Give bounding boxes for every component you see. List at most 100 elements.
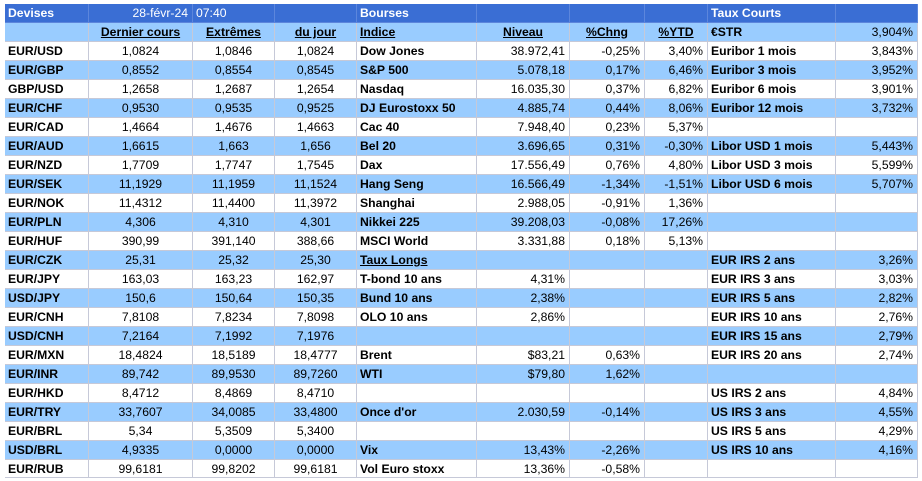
index-change: -0,25%: [570, 42, 645, 61]
index-ytd: 8,06%: [645, 99, 708, 118]
last-rate: 1,4664: [89, 118, 193, 137]
day-high: 391,140: [193, 232, 275, 251]
last-rate: 163,03: [89, 270, 193, 289]
index-ytd: -1,51%: [645, 175, 708, 194]
currency-pair: GBP/USD: [5, 80, 89, 99]
currency-pair: EUR/CAD: [5, 118, 89, 137]
index-change: [570, 270, 645, 289]
day-high: 1,4676: [193, 118, 275, 137]
last-rate: 1,6615: [89, 137, 193, 156]
currency-pair: EUR/SEK: [5, 175, 89, 194]
currency-pair: EUR/RUB: [5, 460, 89, 478]
last-rate: 7,8108: [89, 308, 193, 327]
date-label: 28-févr-24: [89, 4, 193, 23]
bourses-title: Bourses: [357, 4, 477, 23]
index-ytd: [645, 365, 708, 384]
last-rate: 5,34: [89, 422, 193, 441]
index-name: Vix: [357, 441, 477, 460]
index-name: Cac 40: [357, 118, 477, 137]
market-rates-table: Devises 28-févr-24 07:40 Bourses Taux Courts…: [5, 4, 918, 478]
index-level: 16.566,49: [477, 175, 570, 194]
day-low: 4,301: [275, 213, 357, 232]
rate-name: Libor USD 6 mois: [708, 175, 836, 194]
index-ytd: 6,82%: [645, 80, 708, 99]
index-level: 39.208,03: [477, 213, 570, 232]
rate-value: [836, 213, 918, 232]
header-spacer: [645, 4, 708, 23]
day-high: 0,0000: [193, 441, 275, 460]
day-high: 34,0085: [193, 403, 275, 422]
day-high: 7,8234: [193, 308, 275, 327]
index-name: Nasdaq: [357, 80, 477, 99]
index-ytd: 17,26%: [645, 213, 708, 232]
currency-pair: EUR/USD: [5, 42, 89, 61]
last-rate: 1,0824: [89, 42, 193, 61]
rate-value: 3,26%: [836, 251, 918, 270]
day-low: 0,0000: [275, 441, 357, 460]
index-ytd: 3,40%: [645, 42, 708, 61]
index-ytd: [645, 384, 708, 403]
index-change: [570, 251, 645, 270]
index-change: -0,91%: [570, 194, 645, 213]
index-level: 16.035,30: [477, 80, 570, 99]
day-low: 33,4800: [275, 403, 357, 422]
rate-value: 4,84%: [836, 384, 918, 403]
index-change: -1,34%: [570, 175, 645, 194]
index-ytd: [645, 403, 708, 422]
index-change: [570, 289, 645, 308]
index-ytd: 5,37%: [645, 118, 708, 137]
day-low: 0,8545: [275, 61, 357, 80]
last-rate: 25,31: [89, 251, 193, 270]
index-change: -0,08%: [570, 213, 645, 232]
last-rate: 89,742: [89, 365, 193, 384]
index-level: 38.972,41: [477, 42, 570, 61]
day-low: 7,8098: [275, 308, 357, 327]
column-header-extremes: Extrêmes: [193, 23, 275, 42]
index-name: DJ Eurostoxx 50: [357, 99, 477, 118]
index-level: 3.696,65: [477, 137, 570, 156]
last-rate: 33,7607: [89, 403, 193, 422]
rate-value: 3,732%: [836, 99, 918, 118]
day-low: 1,656: [275, 137, 357, 156]
index-ytd: [645, 270, 708, 289]
rate-value: 4,16%: [836, 441, 918, 460]
day-low: 1,4663: [275, 118, 357, 137]
rate-name: [708, 118, 836, 137]
day-low: 7,1976: [275, 327, 357, 346]
index-ytd: 5,13%: [645, 232, 708, 251]
index-ytd: [645, 346, 708, 365]
index-name: Once d'or: [357, 403, 477, 422]
day-high: 5,3509: [193, 422, 275, 441]
index-level: 2,86%: [477, 308, 570, 327]
last-rate: 4,306: [89, 213, 193, 232]
day-low: 8,4710: [275, 384, 357, 403]
index-name: Brent: [357, 346, 477, 365]
last-rate: 8,4712: [89, 384, 193, 403]
day-low: 18,4777: [275, 346, 357, 365]
day-low: 1,7545: [275, 156, 357, 175]
rate-name: Euribor 6 mois: [708, 80, 836, 99]
index-level: 13,43%: [477, 441, 570, 460]
rate-name: €STR: [708, 23, 836, 42]
index-level: 13,36%: [477, 460, 570, 478]
day-high: 4,310: [193, 213, 275, 232]
index-change: 0,18%: [570, 232, 645, 251]
index-name: Dow Jones: [357, 42, 477, 61]
last-rate: 1,7709: [89, 156, 193, 175]
index-level: 2.988,05: [477, 194, 570, 213]
index-name: T-bond 10 ans: [357, 270, 477, 289]
day-low: 89,7260: [275, 365, 357, 384]
taux-courts-title: Taux Courts: [708, 4, 836, 23]
day-low: 11,3972: [275, 194, 357, 213]
index-level: 2.030,59: [477, 403, 570, 422]
last-rate: 4,9335: [89, 441, 193, 460]
header-spacer: [570, 4, 645, 23]
rate-name: Euribor 3 mois: [708, 61, 836, 80]
day-high: 1,7747: [193, 156, 275, 175]
index-change: [570, 384, 645, 403]
column-header-niveau: Niveau: [477, 23, 570, 42]
index-ytd: [645, 289, 708, 308]
last-rate: 7,2164: [89, 327, 193, 346]
day-low: 1,0824: [275, 42, 357, 61]
day-high: 89,9530: [193, 365, 275, 384]
